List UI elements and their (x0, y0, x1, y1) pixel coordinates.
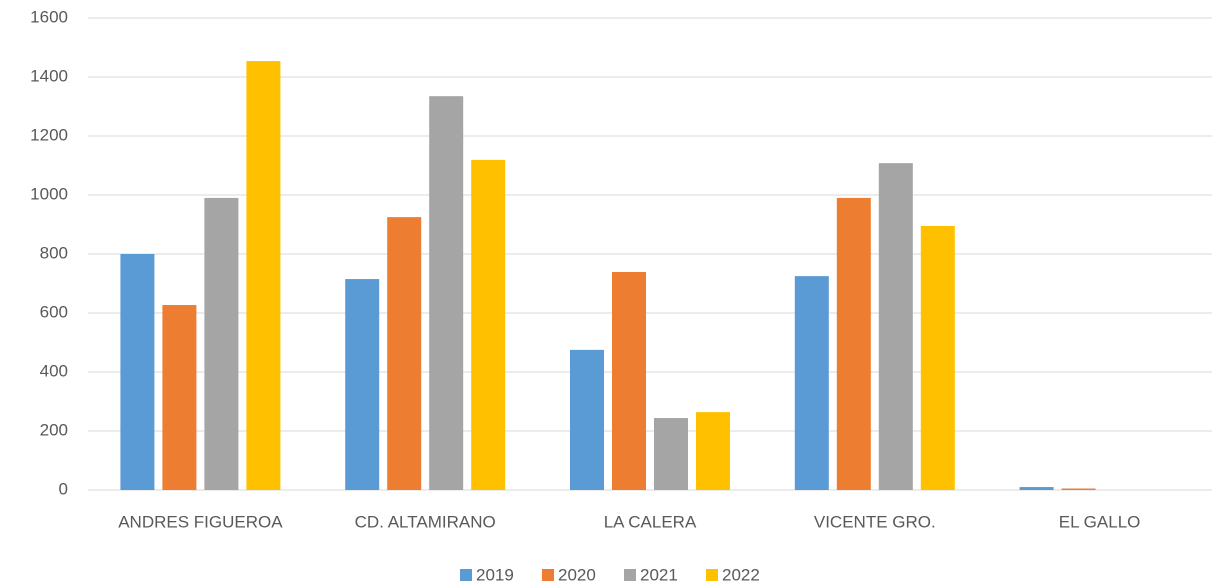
bar (1061, 488, 1096, 490)
y-tick-label: 600 (40, 302, 68, 321)
bar (162, 305, 197, 490)
bar (345, 279, 380, 490)
y-tick-label: 200 (40, 420, 68, 439)
x-tick-label: CD. ALTAMIRANO (355, 512, 496, 531)
legend-swatch (706, 569, 718, 581)
x-tick-label: LA CALERA (604, 512, 697, 531)
bar (429, 96, 464, 491)
bar (878, 163, 913, 490)
bar (387, 217, 422, 490)
legend-label: 2021 (640, 565, 678, 584)
x-tick-label: ANDRES FIGUEROA (118, 512, 283, 531)
y-tick-label: 1200 (30, 125, 68, 144)
bar (794, 276, 829, 490)
legend-swatch (624, 569, 636, 581)
bar (696, 412, 730, 490)
bar (654, 418, 688, 490)
bar (612, 271, 646, 490)
bar (920, 225, 955, 490)
y-tick-label: 1000 (30, 184, 68, 203)
bar (570, 349, 604, 490)
legend-label: 2022 (722, 565, 760, 584)
x-tick-label: VICENTE GRO. (814, 512, 936, 531)
bar (120, 254, 155, 490)
legend-swatch (542, 569, 554, 581)
x-tick-label: EL GALLO (1059, 512, 1141, 531)
y-tick-label: 1400 (30, 66, 68, 85)
bar (1019, 487, 1054, 490)
y-tick-label: 800 (40, 243, 68, 262)
bar (246, 61, 281, 490)
legend-label: 2019 (476, 565, 514, 584)
bar (204, 197, 239, 490)
y-tick-label: 400 (40, 361, 68, 380)
y-tick-label: 0 (59, 479, 68, 498)
legend-label: 2020 (558, 565, 596, 584)
y-tick-label: 1600 (30, 7, 68, 26)
legend-swatch (460, 569, 472, 581)
bar (836, 197, 871, 490)
bar (471, 159, 506, 490)
